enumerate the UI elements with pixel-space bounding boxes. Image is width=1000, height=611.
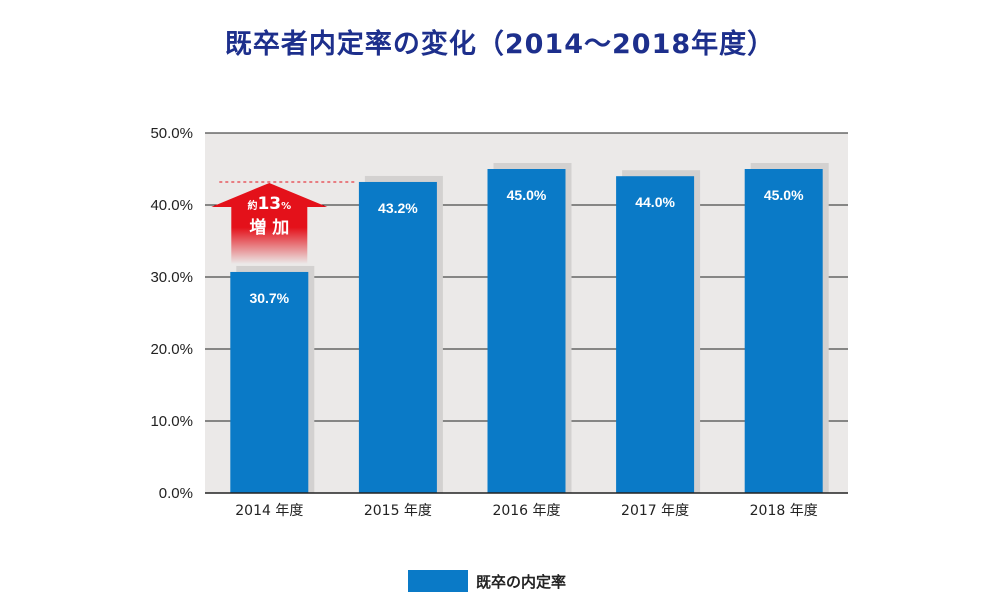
y-tick-label: 50.0% <box>150 125 193 142</box>
data-label: 43.2% <box>378 200 418 216</box>
x-tick-label: 2017 年度 <box>621 503 689 519</box>
bar <box>744 169 823 493</box>
legend-swatch <box>408 570 468 592</box>
legend-label: 既卒の内定率 <box>476 573 566 591</box>
bar <box>358 181 437 493</box>
y-tick-label: 40.0% <box>150 197 193 214</box>
data-label: 45.0% <box>764 187 804 203</box>
data-label: 30.7% <box>249 290 289 306</box>
x-tick-label: 2014 年度 <box>235 503 303 519</box>
annotation-prefix: 約 <box>247 199 257 212</box>
y-tick-label: 0.0% <box>159 485 193 502</box>
y-tick-label: 20.0% <box>150 341 193 358</box>
x-tick-label: 2018 年度 <box>750 503 818 519</box>
chart-title: 既卒者内定率の変化（2014～2018年度） <box>224 29 776 60</box>
y-tick-label: 10.0% <box>150 413 193 430</box>
annotation-percent: 約13% <box>247 194 291 214</box>
annotation-number: 13 <box>257 194 281 214</box>
data-label: 45.0% <box>507 187 547 203</box>
annotation-label: 増 加 <box>249 217 289 238</box>
bar <box>487 169 566 493</box>
x-tick-label: 2016 年度 <box>492 503 560 519</box>
increase-arrow <box>211 182 328 264</box>
x-tick-label: 2015 年度 <box>364 503 432 519</box>
bar <box>230 271 309 493</box>
y-tick-label: 30.0% <box>150 269 193 286</box>
bar <box>616 176 695 493</box>
data-label: 44.0% <box>635 194 675 210</box>
annotation-unit: % <box>281 201 291 212</box>
